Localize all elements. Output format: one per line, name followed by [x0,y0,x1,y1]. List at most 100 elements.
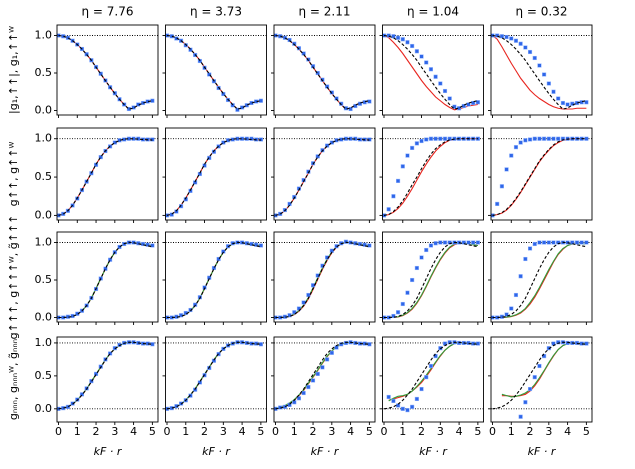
data-point [419,255,424,260]
data-point [518,274,523,279]
x-tick-label: 2 [93,425,100,438]
y-tick-label: 0.0 [35,104,53,117]
data-point [471,100,476,106]
data-point [315,371,320,376]
x-tick-label: 5 [149,425,156,438]
data-point [466,340,471,345]
x-tick-label: 2 [418,425,425,438]
data-point [306,385,311,390]
data-line [492,241,587,319]
data-point [400,301,405,307]
data-point [438,240,443,245]
data-point [211,358,216,363]
panel [165,33,267,112]
data-point [466,102,471,107]
data-point [329,350,334,355]
x-tick-label: 1 [291,425,298,438]
data-point [410,277,415,283]
panel [165,136,267,218]
data-point [542,72,547,77]
panel-frame [382,24,484,116]
data-point [315,154,320,159]
data-point [211,149,216,154]
data-point [405,153,410,158]
panel-frame [273,24,376,116]
data-point [292,310,297,315]
data-point [570,240,575,245]
data-point [438,81,443,86]
data-point [495,201,500,206]
y-tick-label: 0.5 [35,273,53,286]
data-point [353,241,358,246]
data-line [383,138,478,216]
data-point [551,240,556,245]
data-point [150,98,155,103]
data-line [275,341,370,410]
x-tick-label: 4 [347,425,354,438]
data-line [167,241,261,319]
panel [165,240,267,320]
y-tick-label: 0.0 [35,402,53,415]
data-line [58,138,153,216]
data-line [58,241,153,319]
data-point [391,313,396,319]
x-tick-label: 0 [489,425,496,438]
data-point [419,138,424,144]
data-point [339,342,344,347]
x-axis-label: kF · r [94,445,123,458]
y-axis-label: g↑↑, g↑↑ᵂ [7,142,20,207]
panel-title: η = 1.04 [407,5,459,19]
data-point [466,240,471,245]
data-point [523,138,528,143]
data-point [438,136,443,141]
data-point [396,310,401,315]
data-point [235,107,240,112]
x-tick-label: 2 [201,425,208,438]
data-point [174,209,179,214]
panel [57,136,158,218]
data-point [244,241,249,246]
data-line [492,243,587,319]
data-point [504,167,509,172]
y-tick-label: 1.0 [35,236,53,249]
data-point [433,74,438,79]
data-point [301,390,306,396]
panel-frame [165,336,267,423]
data-point [419,387,424,392]
data-point [325,143,330,148]
data-point [150,243,155,248]
data-point [396,403,401,408]
x-axis-label: kF · r [419,445,448,458]
data-line [166,341,261,410]
data-point [447,136,452,141]
data-point [315,70,320,76]
data-point [447,340,452,345]
data-point [532,241,537,247]
data-point [108,351,113,356]
data-point [405,408,410,413]
data-point [306,169,311,174]
data-point [471,240,476,245]
data-point [499,184,504,189]
data-point [150,342,155,347]
data-line [166,341,261,410]
panel-frame [490,127,593,221]
data-point [513,38,519,43]
data-line [492,243,587,319]
panel [382,33,484,111]
data-point [475,341,480,346]
data-point [296,46,302,51]
x-axis-label: kF · r [528,445,557,458]
data-line [492,138,587,216]
data-line [166,34,261,110]
data-point [565,102,570,107]
data-line [166,34,261,110]
data-point [145,242,150,247]
data-point [532,375,537,380]
data-point [532,55,537,61]
data-point [410,145,415,150]
x-tick-label: 0 [164,425,171,438]
panel [274,340,375,411]
panel [57,33,158,112]
